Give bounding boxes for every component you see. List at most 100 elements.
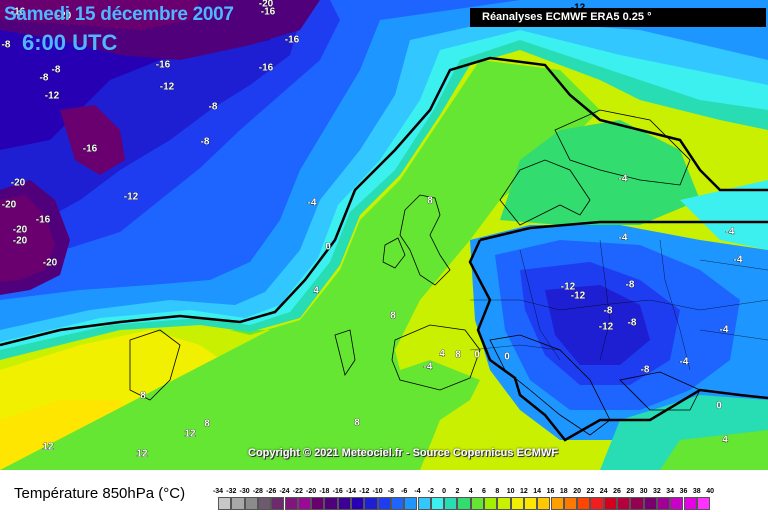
legend-tick: 4 [468,488,473,495]
legend-swatch [603,497,617,510]
contour-label: -16 [261,7,276,18]
legend-tick: -28 [252,488,263,495]
legend-tick: -6 [401,488,408,495]
legend-swatch [364,497,378,510]
legend-swatch [683,497,697,510]
legend-swatch [590,497,604,510]
legend-tick: 30 [639,488,648,495]
legend-tick: 8 [495,488,500,495]
contour-label: -16 [83,144,98,155]
legend-swatch [404,497,418,510]
legend-tick: -18 [319,488,330,495]
field-greenland-magenta [0,195,55,282]
legend-swatch [218,497,232,510]
contour-label: -16 [36,215,51,226]
contour-label: 12 [42,442,54,453]
contour-label: -4 [680,357,689,368]
source-banner: Réanalyses ECMWF ERA5 0.25 ° [470,8,766,27]
legend-title: Température 850hPa (°C) [14,485,186,502]
contour-label: -8 [604,306,613,317]
contour-label: -8 [40,73,49,84]
legend-tick: -2 [427,488,434,495]
contour-label: 0 [716,401,722,412]
legend-swatch [457,497,471,510]
legend-swatch [390,497,405,510]
contour-label: -16 [285,35,300,46]
legend-swatch [257,497,272,510]
contour-label: 4 [313,286,319,297]
legend-tick: 36 [679,488,688,495]
contour-label: -4 [308,198,317,209]
temperature-map: -16-20-20-16-16-12-8-8-8-16-16-12-12-8-8… [0,0,768,470]
legend-swatch [550,497,564,510]
legend-tick: -16 [332,488,343,495]
legend-tick: 10 [506,488,515,495]
contour-label: -12 [571,291,586,302]
contour-label: 4 [722,435,728,446]
contour-label: -20 [13,236,28,247]
contour-label: 4 [439,349,445,360]
field-europe-core-2 [545,285,650,365]
legend-tick: -30 [239,488,250,495]
legend-swatch [351,497,365,510]
field-north-magenta [0,0,200,30]
legend-swatch [656,497,671,510]
legend-tick: -26 [266,488,277,495]
contour-label: -20 [57,11,72,22]
contour-label: -4 [619,174,628,185]
contour-label: -20 [11,178,26,189]
contour-label: 12 [136,449,148,460]
legend-tick: 0 [442,488,447,495]
legend-swatch [324,497,338,510]
contour-labels: -16-20-20-16-16-12-8-8-8-16-16-12-12-8-8… [1,0,743,460]
legend-swatch [244,497,258,510]
contour-label: -4 [734,255,743,266]
contour-label: -16 [156,60,171,71]
legend-tick: -34 [212,488,224,495]
contour-label: 0 [504,352,510,363]
field-green-east [500,120,700,225]
legend-tick: 32 [652,488,661,495]
legend-tick: 2 [455,488,460,495]
field-europe-east-cyan [680,180,768,250]
legend-swatch [537,497,551,510]
contour-label: -8 [52,65,61,76]
legend-swatch [696,497,711,510]
legend-tick: 38 [692,488,701,495]
contour-label: -12 [160,82,175,93]
legend-swatch [470,497,484,510]
contour-label: -8 [201,137,210,148]
borders [469,239,768,371]
copyright-text: Copyright © 2021 Meteociel.fr - Source C… [248,447,559,459]
field-south-east-green [660,430,768,470]
contour-label: 0 [325,242,331,253]
contour-label: -20 [2,200,17,211]
legend-swatch [311,497,325,510]
legend-tick: 24 [599,488,608,495]
legend-tick: 34 [666,488,675,495]
legend-swatch [444,497,458,510]
legend-tick: -14 [345,488,357,495]
contour-label: -4 [720,325,729,336]
cold-pool-isotherm [468,220,768,442]
coastlines [129,109,701,436]
legend-tick: 22 [586,488,595,495]
contour-label: -8 [2,40,11,51]
legend-swatch [497,497,511,510]
legend-swatch [617,497,631,510]
legend-swatch [284,497,298,510]
contour-label: -8 [628,318,637,329]
legend-tick: -22 [292,488,303,495]
contour-label: -12 [561,282,576,293]
legend-swatch [377,497,391,510]
legend-swatch [670,497,684,510]
map-time: 6:00 UTC [22,30,118,55]
legend-tick: -20 [306,488,317,495]
legend-swatch [231,497,245,510]
legend-swatch [337,497,351,510]
legend-swatch [643,497,657,510]
contour-label: -8 [209,102,218,113]
legend-tick: -12 [359,488,370,495]
legend-swatch [417,497,431,510]
